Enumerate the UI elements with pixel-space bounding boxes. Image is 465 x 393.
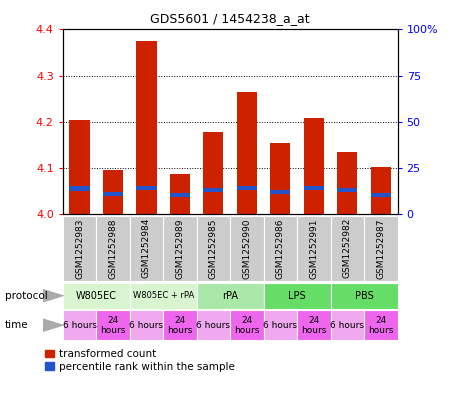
Text: LPS: LPS xyxy=(288,291,306,301)
Text: GSM1252983: GSM1252983 xyxy=(75,218,84,279)
Bar xyxy=(163,310,197,340)
Text: 6 hours: 6 hours xyxy=(263,321,298,330)
Bar xyxy=(96,216,130,281)
Text: 24
hours: 24 hours xyxy=(301,316,326,335)
Bar xyxy=(197,216,230,281)
Bar xyxy=(230,310,264,340)
Text: GSM1252990: GSM1252990 xyxy=(242,218,252,279)
Text: GSM1252986: GSM1252986 xyxy=(276,218,285,279)
Legend: transformed count, percentile rank within the sample: transformed count, percentile rank withi… xyxy=(45,349,235,372)
Bar xyxy=(103,192,123,196)
Text: PBS: PBS xyxy=(355,291,373,301)
Text: 6 hours: 6 hours xyxy=(62,321,97,330)
Text: 6 hours: 6 hours xyxy=(129,321,164,330)
Bar xyxy=(270,190,291,194)
Bar xyxy=(304,118,324,214)
Bar xyxy=(69,119,90,214)
Text: W805EC + rPA: W805EC + rPA xyxy=(133,291,194,300)
Bar xyxy=(371,167,391,214)
Bar xyxy=(170,174,190,214)
Bar xyxy=(96,310,130,340)
Bar xyxy=(136,41,157,214)
Polygon shape xyxy=(43,289,65,303)
Title: GDS5601 / 1454238_a_at: GDS5601 / 1454238_a_at xyxy=(150,13,310,26)
Bar xyxy=(364,216,398,281)
Bar xyxy=(264,310,297,340)
Bar xyxy=(63,216,96,281)
Bar xyxy=(197,310,230,340)
Text: GSM1252985: GSM1252985 xyxy=(209,218,218,279)
Bar xyxy=(304,185,324,190)
Bar xyxy=(270,143,291,214)
Bar xyxy=(130,216,163,281)
Bar xyxy=(331,216,364,281)
Bar xyxy=(163,216,197,281)
Text: 24
hours: 24 hours xyxy=(368,316,393,335)
Bar xyxy=(264,216,297,281)
Text: W805EC: W805EC xyxy=(76,291,117,301)
Text: 24
hours: 24 hours xyxy=(167,316,193,335)
Bar xyxy=(297,310,331,340)
Bar xyxy=(63,283,130,309)
Text: 24
hours: 24 hours xyxy=(234,316,259,335)
Text: 24
hours: 24 hours xyxy=(100,316,126,335)
Text: protocol: protocol xyxy=(5,291,47,301)
Text: time: time xyxy=(5,320,28,330)
Bar xyxy=(63,310,96,340)
Bar xyxy=(337,152,358,214)
Text: GSM1252987: GSM1252987 xyxy=(376,218,385,279)
Bar xyxy=(364,310,398,340)
Bar xyxy=(203,132,224,214)
Bar xyxy=(371,193,391,196)
Bar xyxy=(69,187,90,191)
Bar xyxy=(130,283,197,309)
Bar xyxy=(136,185,157,190)
Text: 6 hours: 6 hours xyxy=(196,321,231,330)
Bar xyxy=(237,92,257,214)
Text: GSM1252991: GSM1252991 xyxy=(309,218,319,279)
Text: 6 hours: 6 hours xyxy=(330,321,365,330)
Bar xyxy=(203,188,224,192)
Text: GSM1252988: GSM1252988 xyxy=(108,218,118,279)
Bar xyxy=(103,170,123,214)
Bar xyxy=(331,283,398,309)
Bar xyxy=(170,193,190,196)
Text: GSM1252989: GSM1252989 xyxy=(175,218,185,279)
Bar xyxy=(197,283,264,309)
Bar xyxy=(297,216,331,281)
Text: GSM1252984: GSM1252984 xyxy=(142,218,151,279)
Polygon shape xyxy=(43,318,65,332)
Bar xyxy=(331,310,364,340)
Bar xyxy=(337,188,358,193)
Bar xyxy=(264,283,331,309)
Text: GSM1252982: GSM1252982 xyxy=(343,218,352,279)
Text: rPA: rPA xyxy=(222,291,238,301)
Bar xyxy=(230,216,264,281)
Bar xyxy=(130,310,163,340)
Bar xyxy=(237,185,257,190)
